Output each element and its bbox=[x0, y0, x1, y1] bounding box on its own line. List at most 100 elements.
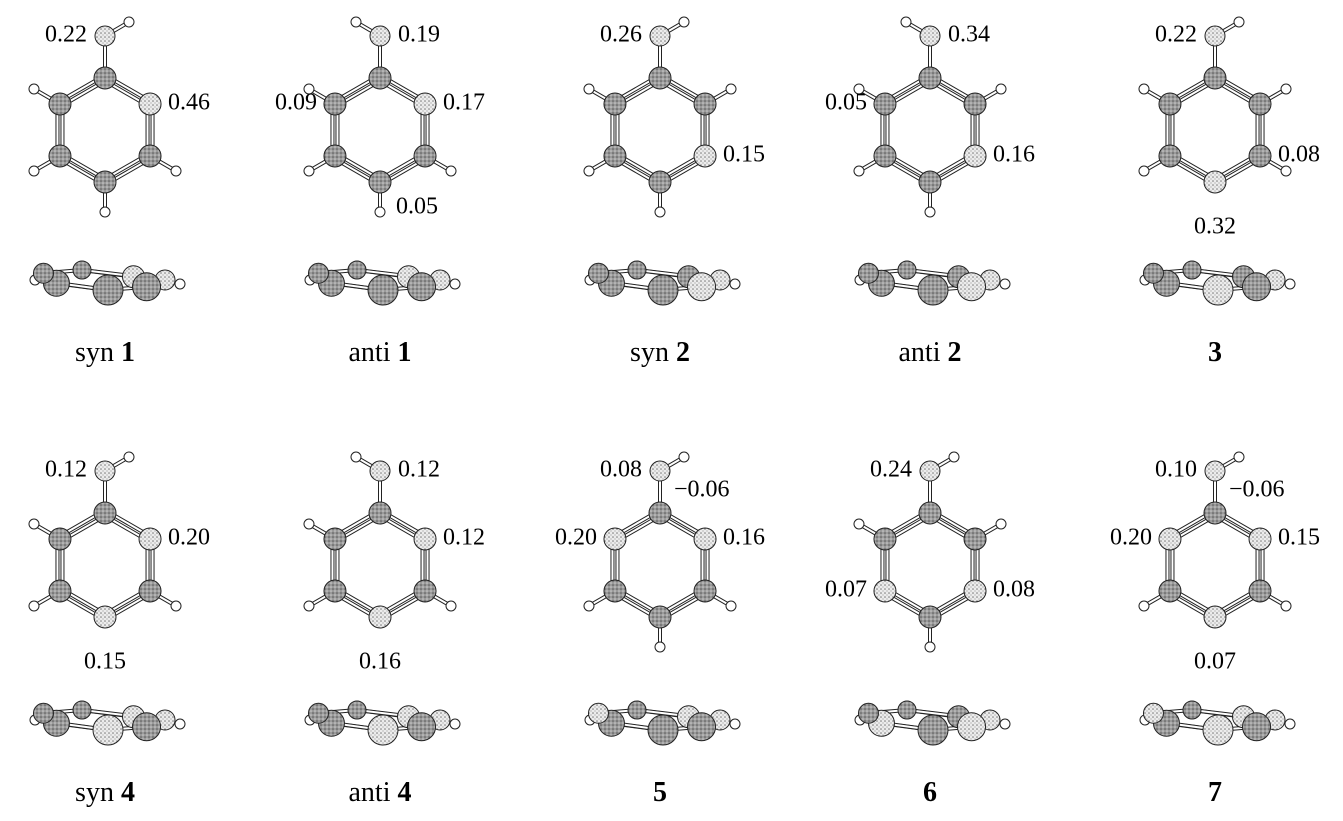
charge-label: 0.46 bbox=[168, 90, 210, 116]
label-number: 1 bbox=[121, 337, 135, 368]
atom bbox=[351, 452, 361, 462]
panel-label: anti 1 bbox=[349, 337, 412, 368]
atom bbox=[1204, 67, 1226, 89]
atom bbox=[324, 145, 346, 167]
atom bbox=[649, 606, 671, 628]
atom bbox=[648, 715, 678, 745]
atom bbox=[324, 528, 346, 550]
atom bbox=[308, 263, 328, 283]
atom bbox=[919, 67, 941, 89]
atom bbox=[370, 461, 390, 481]
atom bbox=[369, 502, 391, 524]
atom bbox=[29, 166, 39, 176]
charge-label: 0.08 bbox=[993, 577, 1035, 603]
charge-label: 0.26 bbox=[600, 22, 642, 48]
atom bbox=[1000, 719, 1010, 729]
atom bbox=[348, 701, 366, 719]
atom bbox=[854, 519, 864, 529]
atom bbox=[94, 502, 116, 524]
charge-label: 0.16 bbox=[359, 649, 401, 675]
label-space bbox=[941, 337, 948, 368]
side-view bbox=[585, 701, 740, 745]
atom bbox=[901, 17, 911, 27]
atom bbox=[726, 601, 736, 611]
label-prefix: syn bbox=[75, 337, 114, 368]
side-view bbox=[855, 701, 1010, 745]
atom bbox=[655, 642, 665, 652]
panel-label: 6 bbox=[923, 777, 937, 808]
label-number: 2 bbox=[676, 337, 690, 368]
atom bbox=[369, 67, 391, 89]
atom bbox=[854, 166, 864, 176]
charge-label: 0.16 bbox=[993, 142, 1035, 168]
atom bbox=[949, 452, 959, 462]
atom bbox=[1249, 145, 1271, 167]
charge-label: 0.15 bbox=[84, 649, 126, 675]
atom bbox=[730, 279, 740, 289]
atom bbox=[49, 528, 71, 550]
label-number: 5 bbox=[653, 777, 667, 808]
label-space bbox=[391, 777, 398, 808]
atom bbox=[1204, 171, 1226, 193]
atom bbox=[1143, 263, 1163, 283]
atom bbox=[1204, 606, 1226, 628]
atom bbox=[920, 461, 940, 481]
atom bbox=[1159, 93, 1181, 115]
atom bbox=[694, 93, 716, 115]
charge-label: 0.24 bbox=[870, 457, 912, 483]
atom bbox=[351, 17, 361, 27]
atom bbox=[649, 67, 671, 89]
atom bbox=[1234, 17, 1244, 27]
charge-label: 0.20 bbox=[555, 525, 597, 551]
charge-label: 0.10 bbox=[1155, 457, 1197, 483]
label-number: 4 bbox=[121, 777, 135, 808]
atom bbox=[919, 171, 941, 193]
atom bbox=[375, 207, 385, 217]
label-space bbox=[669, 337, 676, 368]
atom bbox=[648, 275, 678, 305]
atom bbox=[369, 171, 391, 193]
atom bbox=[679, 452, 689, 462]
atom bbox=[368, 715, 398, 745]
atom bbox=[925, 207, 935, 217]
atom bbox=[29, 601, 39, 611]
atom bbox=[94, 606, 116, 628]
atom bbox=[304, 166, 314, 176]
atom bbox=[874, 528, 896, 550]
atom bbox=[918, 275, 948, 305]
atom bbox=[1205, 461, 1225, 481]
atom bbox=[1183, 701, 1201, 719]
atom bbox=[649, 502, 671, 524]
atom bbox=[958, 713, 986, 741]
charge-label: 0.12 bbox=[45, 457, 87, 483]
charge-label: 0.07 bbox=[825, 577, 867, 603]
charge-label: 0.32 bbox=[1194, 214, 1236, 240]
side-view bbox=[1140, 701, 1295, 745]
atom bbox=[408, 273, 436, 301]
label-space bbox=[114, 337, 121, 368]
atom bbox=[139, 93, 161, 115]
charge-label: 0.22 bbox=[45, 22, 87, 48]
atom bbox=[1243, 713, 1271, 741]
atom bbox=[964, 528, 986, 550]
atom bbox=[304, 601, 314, 611]
label-prefix: syn bbox=[75, 777, 114, 808]
side-view bbox=[30, 701, 185, 745]
charge-label: −0.06 bbox=[674, 477, 730, 503]
panel-label: 3 bbox=[1208, 337, 1222, 368]
atom bbox=[588, 703, 608, 723]
atom bbox=[730, 719, 740, 729]
atom bbox=[964, 580, 986, 602]
atom bbox=[1139, 166, 1149, 176]
side-view bbox=[855, 261, 1010, 305]
charge-label: 0.05 bbox=[396, 194, 438, 220]
atom bbox=[918, 715, 948, 745]
label-prefix: anti bbox=[349, 777, 391, 808]
atom bbox=[1159, 580, 1181, 602]
atom bbox=[1234, 452, 1244, 462]
atom bbox=[688, 273, 716, 301]
atom bbox=[1159, 145, 1181, 167]
atom bbox=[1000, 279, 1010, 289]
atom bbox=[450, 279, 460, 289]
atom bbox=[996, 84, 1006, 94]
